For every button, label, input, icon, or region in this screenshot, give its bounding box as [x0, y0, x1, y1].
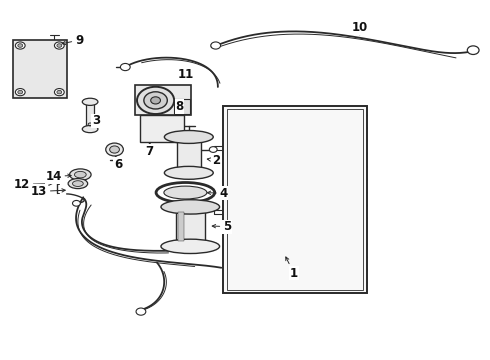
Text: 13: 13 [31, 185, 65, 198]
Ellipse shape [164, 186, 207, 199]
Ellipse shape [161, 239, 220, 253]
Circle shape [211, 42, 220, 49]
Ellipse shape [74, 171, 86, 178]
Circle shape [15, 89, 25, 96]
Ellipse shape [161, 200, 220, 214]
Ellipse shape [82, 126, 98, 133]
Bar [140, 116, 184, 142]
Text: 11: 11 [177, 68, 194, 81]
Circle shape [467, 46, 479, 54]
Text: 7: 7 [146, 143, 154, 158]
Text: 1: 1 [286, 257, 298, 280]
Bar [175, 207, 205, 246]
Ellipse shape [164, 131, 213, 143]
Circle shape [18, 44, 23, 47]
Circle shape [137, 87, 174, 114]
Circle shape [209, 147, 217, 152]
Circle shape [54, 89, 64, 96]
Ellipse shape [68, 179, 88, 189]
Text: 9: 9 [62, 33, 83, 47]
Circle shape [106, 143, 123, 156]
Circle shape [54, 42, 64, 49]
Text: 12: 12 [14, 178, 52, 191]
Circle shape [57, 44, 62, 47]
Text: 10: 10 [352, 21, 368, 35]
Circle shape [144, 92, 167, 109]
Text: 3: 3 [92, 114, 100, 127]
Text: 4: 4 [207, 187, 228, 200]
Bar [227, 109, 363, 290]
Circle shape [151, 97, 160, 104]
Circle shape [15, 42, 25, 49]
Bar [174, 99, 190, 114]
Ellipse shape [164, 166, 213, 179]
Bar [223, 107, 367, 293]
Bar [86, 102, 94, 129]
Ellipse shape [156, 183, 215, 203]
Bar [135, 85, 191, 116]
Bar [178, 212, 184, 241]
Text: 14: 14 [46, 170, 71, 183]
Text: 6: 6 [114, 157, 122, 171]
Bar [176, 137, 201, 173]
Text: 8: 8 [175, 100, 183, 113]
Bar [13, 40, 67, 98]
Ellipse shape [82, 98, 98, 105]
Circle shape [73, 201, 80, 206]
Text: 5: 5 [212, 220, 231, 233]
Circle shape [57, 90, 62, 94]
Circle shape [18, 90, 23, 94]
Circle shape [136, 308, 146, 315]
Ellipse shape [73, 181, 83, 186]
Circle shape [121, 63, 130, 71]
Ellipse shape [70, 169, 91, 180]
Circle shape [110, 146, 120, 153]
Text: 2: 2 [207, 154, 220, 167]
